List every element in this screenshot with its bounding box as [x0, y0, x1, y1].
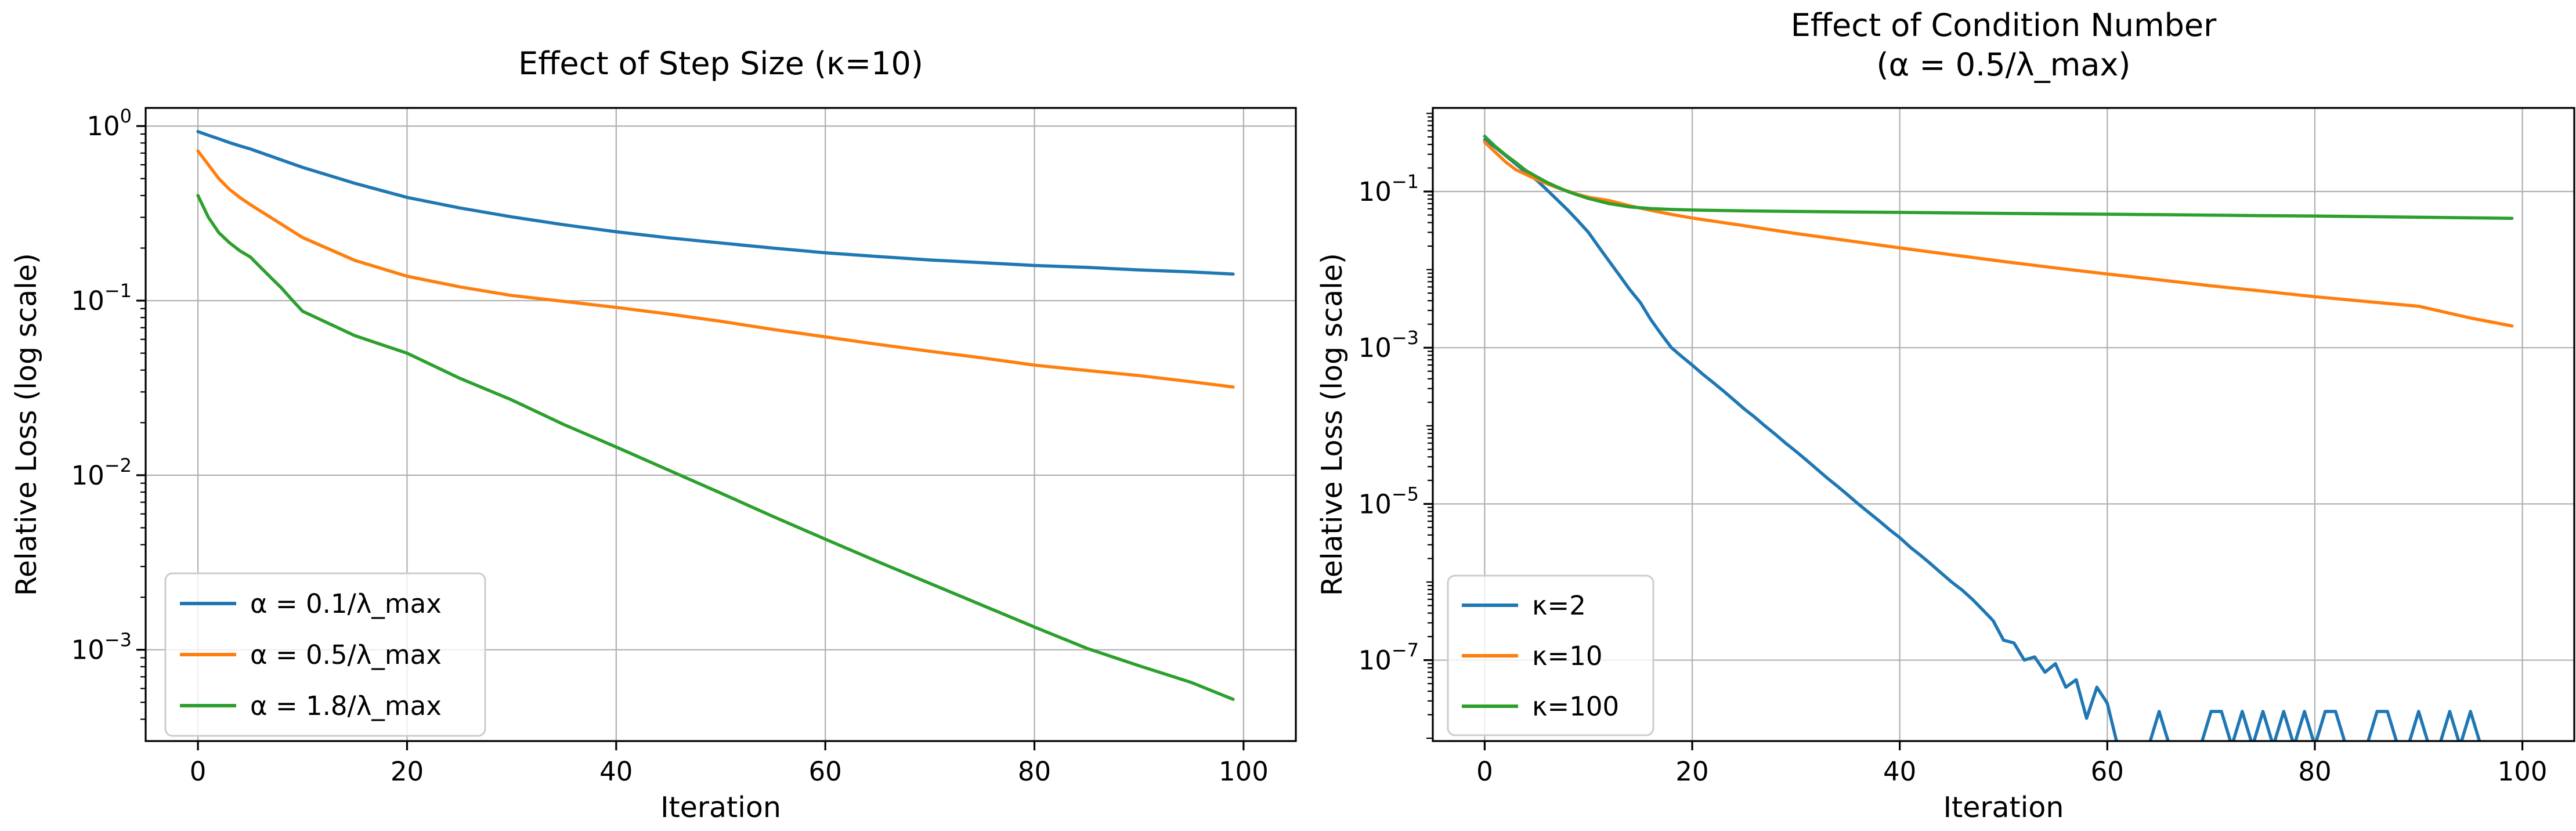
y-axis-label: Relative Loss (log scale)	[1316, 253, 1349, 596]
x-tick-label: 80	[2298, 756, 2331, 787]
x-ticks	[1483, 741, 2524, 750]
x-ticks	[197, 741, 1245, 750]
series-line-2-alpha	[196, 194, 1235, 701]
plot-title: (α = 0.5/λ_max)	[1877, 46, 2131, 83]
y-tick-label: 10−7	[1359, 639, 1419, 676]
series-line-1-kappa	[1483, 140, 2514, 328]
y-ticks	[1424, 190, 1433, 662]
legend: κ=2 κ=10 κ=100	[1447, 575, 1654, 736]
x-tick-label: 20	[1675, 756, 1708, 787]
series-line-1-alpha	[196, 149, 1235, 389]
x-tick-label: 100	[2498, 756, 2548, 787]
x-tick-label: 0	[1476, 756, 1493, 787]
series-line-0-kappa	[1483, 138, 2481, 741]
legend-label-0: α = 0.1/λ_max	[250, 588, 442, 619]
x-tick-label: 60	[2091, 756, 2124, 787]
legend-label-1: α = 0.5/λ_max	[250, 639, 442, 670]
left-plot: 0 20 40 60 80 100 100 10−1 10−2 10−3 Effect of Ste…	[10, 45, 1297, 824]
plot-title: Effect of Condition Number	[1791, 7, 2217, 44]
x-tick-label: 0	[190, 756, 207, 787]
legend-label-0: κ=2	[1532, 590, 1586, 621]
y-minor-ticks	[140, 133, 146, 720]
x-tick-label: 40	[599, 756, 633, 787]
x-axis-label: Iteration	[660, 791, 781, 824]
axes-spines	[144, 107, 1297, 742]
legend-box	[1447, 575, 1654, 736]
legend-box	[164, 572, 486, 737]
x-tick-label: 20	[391, 756, 424, 787]
x-tick-label: 80	[1018, 756, 1051, 787]
right-plot: 0 20 40 60 80 100 10−1 10−3 10−5 10−7 Effect of Co…	[1316, 7, 2575, 824]
axes-spines	[1432, 107, 2575, 742]
legend-label-2: κ=100	[1532, 691, 1619, 722]
x-tick-label: 40	[1883, 756, 1916, 787]
plot-title: Effect of Step Size (κ=10)	[518, 45, 923, 82]
legend-label-2: α = 1.8/λ_max	[250, 691, 442, 721]
y-tick-label: 10−1	[71, 280, 132, 316]
legend: α = 0.1/λ_max α = 0.5/λ_max α = 1.8/λ_max	[164, 572, 486, 737]
x-axis-label: Iteration	[1943, 791, 2064, 824]
legend-label-1: κ=10	[1532, 641, 1603, 671]
grid-lines	[146, 108, 1296, 741]
y-axis-label: Relative Loss (log scale)	[10, 253, 43, 596]
series-line-2-kappa	[1483, 135, 2514, 220]
x-tick-label: 100	[1219, 756, 1269, 787]
y-ticks	[136, 125, 146, 651]
y-tick-label: 10−5	[1359, 483, 1419, 519]
series-line-0-alpha	[196, 129, 1235, 276]
y-tick-label: 10−2	[71, 454, 132, 491]
y-tick-label: 100	[86, 105, 132, 142]
grid-lines	[1433, 108, 2574, 741]
y-tick-label: 10−3	[71, 629, 132, 666]
y-tick-label: 10−3	[1359, 327, 1419, 363]
y-minor-ticks	[1426, 113, 1433, 739]
x-tick-label: 60	[809, 756, 842, 787]
y-tick-label: 10−1	[1359, 171, 1419, 207]
